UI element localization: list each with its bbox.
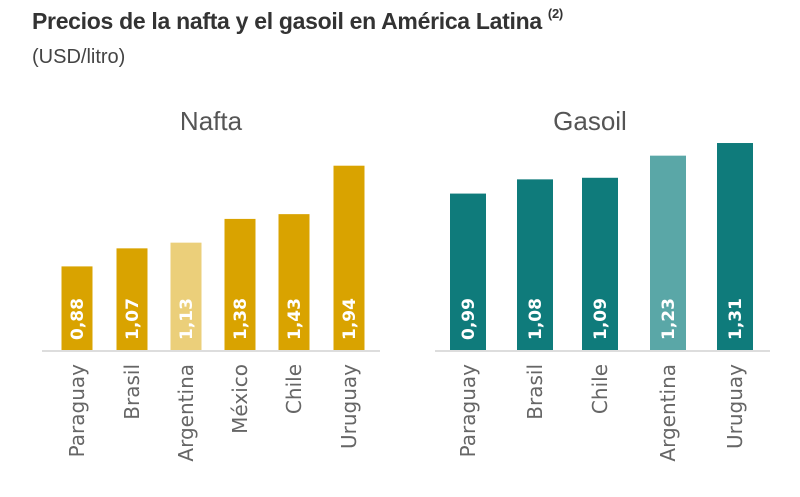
bar-chile: [278, 214, 310, 350]
panel-title: Nafta: [180, 106, 243, 136]
category-label: Argentina: [174, 364, 198, 462]
category-label: Paraguay: [456, 364, 480, 458]
value-label: 1,38: [231, 298, 251, 340]
bar-méxico: [224, 218, 256, 350]
category-label: Chile: [282, 364, 306, 414]
bar-brasil: [116, 248, 148, 350]
value-label: 1,43: [285, 298, 305, 340]
bar-paraguay: [61, 266, 93, 350]
category-label: Uruguay: [723, 364, 747, 449]
category-label: Paraguay: [65, 364, 89, 458]
value-label: 1,13: [177, 298, 197, 340]
footnote-marker: (2): [547, 6, 563, 21]
value-label: 1,08: [526, 298, 546, 340]
category-label: México: [228, 364, 252, 434]
bar-uruguay: [717, 143, 753, 350]
value-label: 0,99: [459, 298, 479, 340]
category-label: Argentina: [656, 364, 680, 462]
bar-uruguay: [333, 165, 365, 350]
category-label: Brasil: [120, 364, 144, 420]
value-label: 1,94: [340, 298, 360, 340]
chart-title: Precios de la nafta y el gasoil en Améri…: [32, 6, 563, 35]
panel-title: Gasoil: [553, 106, 627, 136]
value-label: 1,23: [659, 298, 679, 340]
value-label: 1,09: [591, 298, 611, 340]
category-label: Brasil: [523, 364, 547, 420]
value-label: 0,88: [68, 298, 88, 340]
chart-subtitle: (USD/litro): [32, 46, 126, 68]
category-label: Uruguay: [337, 364, 361, 449]
value-label: 1,31: [726, 298, 746, 340]
chart-gasoil: Gasoil 0,99 Paraguay 1,08 Brasil 1,09 Chile 1,2…: [435, 106, 770, 462]
category-label: Chile: [588, 364, 612, 414]
title-text: Precios de la nafta y el gasoil en Améri…: [32, 8, 542, 34]
bar-paraguay: [450, 193, 486, 350]
bar-chile: [582, 177, 618, 350]
bar-brasil: [517, 179, 553, 350]
chart-nafta: Nafta 0,88 Paraguay 1,07 Brasil 1,13 Argentina…: [42, 106, 380, 462]
bar-argentina: [170, 242, 202, 350]
value-label: 1,07: [123, 298, 143, 340]
bar-argentina: [650, 155, 686, 350]
